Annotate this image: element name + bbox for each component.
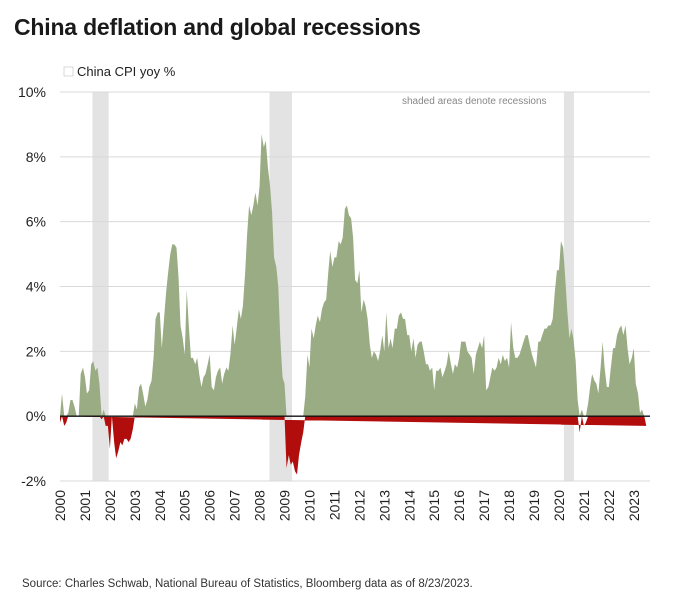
x-tick-label: 2010 — [301, 490, 317, 521]
x-tick-label: 2022 — [601, 490, 617, 521]
y-tick-label: 4% — [26, 279, 46, 295]
x-tick-label: 2017 — [476, 490, 492, 521]
x-tick-label: 2000 — [52, 490, 68, 521]
chart-title: China deflation and global recessions — [14, 14, 421, 40]
x-tick-label: 2012 — [351, 490, 367, 521]
x-tick-label: 2011 — [326, 490, 342, 520]
x-tick-label: 2019 — [526, 490, 542, 521]
x-tick-label: 2021 — [576, 490, 592, 521]
y-tick-label: 2% — [26, 343, 46, 359]
x-tick-label: 2007 — [227, 490, 243, 521]
cpi-negative-area — [60, 416, 647, 475]
source-note: Source: Charles Schwab, National Bureau … — [22, 578, 473, 590]
x-tick-label: 2004 — [152, 490, 168, 521]
x-tick-label: 2002 — [102, 490, 118, 521]
x-tick-labels: 2000 2001 2002 2003 2004 2005 2006 2007 2008 2009… — [52, 490, 642, 521]
cpi-positive-area — [60, 134, 647, 417]
y-tick-label: 10% — [18, 84, 46, 100]
x-tick-label: 2006 — [202, 490, 218, 521]
x-tick-label: 2014 — [401, 490, 417, 521]
x-tick-label: 2016 — [451, 490, 467, 521]
x-tick-label: 2003 — [127, 490, 143, 521]
x-tick-label: 2013 — [376, 490, 392, 521]
x-tick-label: 2005 — [177, 490, 193, 521]
x-tick-label: 2020 — [551, 490, 567, 521]
y-tick-labels: -2% 0% 2% 4% 6% 8% 10% — [18, 84, 46, 489]
x-tick-label: 2009 — [277, 490, 293, 521]
y-tick-label: -2% — [21, 473, 46, 489]
legend-swatch — [63, 66, 74, 77]
legend: China CPI yoy % — [63, 64, 176, 79]
y-tick-label: 6% — [26, 214, 46, 230]
x-tick-label: 2015 — [426, 490, 442, 521]
y-tick-label: 8% — [26, 149, 46, 165]
recession-annotation: shaded areas denote recessions — [402, 96, 547, 107]
cpi-area — [60, 134, 647, 475]
y-tick-label: 0% — [26, 408, 46, 424]
x-tick-label: 2001 — [77, 490, 93, 521]
x-tick-label: 2023 — [626, 490, 642, 521]
x-tick-label: 2008 — [252, 490, 268, 521]
x-tick-label: 2018 — [501, 490, 517, 521]
legend-label: China CPI yoy % — [77, 64, 176, 79]
